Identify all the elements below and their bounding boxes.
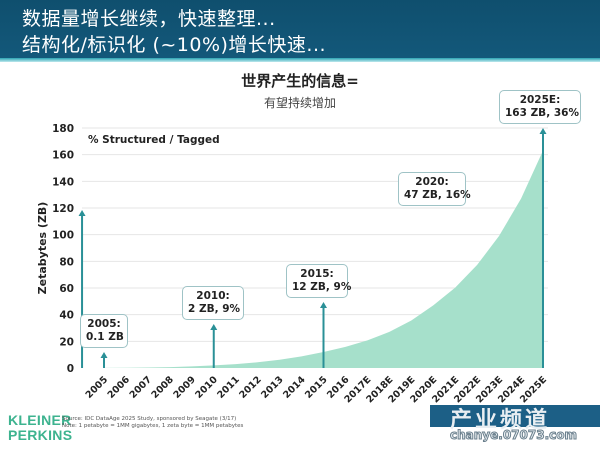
x-tick-label: 2011 <box>215 374 241 400</box>
y-tick-label: 120 <box>52 203 74 215</box>
x-tick-label: 2015 <box>303 374 329 400</box>
legend-note: % Structured / Tagged <box>88 134 220 146</box>
y-tick-label: 20 <box>59 336 74 348</box>
y-tick-label: 0 <box>67 363 74 375</box>
x-tick-label: 2012 <box>237 374 263 400</box>
kleiner-perkins-logo: KLEINER PERKINS <box>8 413 72 443</box>
source-line-2: Note: 1 petabyte = 1MM gigabytes, 1 zeta… <box>62 423 244 429</box>
x-tick-label: 2013 <box>259 374 285 400</box>
header-stripe <box>0 58 600 62</box>
chart-title: 世界产生的信息= <box>241 72 359 90</box>
chart-subtitle: 有望持续增加 <box>263 96 336 110</box>
watermark: 产业频道 chanye.07073.com <box>400 400 600 450</box>
x-tick-label: 2005 <box>84 374 110 400</box>
y-tick-label: 100 <box>52 230 74 242</box>
source-note: Source: IDC DataAge 2025 Study, sponsore… <box>62 416 243 430</box>
y-tick-label: 180 <box>52 123 74 135</box>
y-tick-label: 140 <box>52 176 74 188</box>
header-banner: 数据量增长继续，快速整理... 结构化/标识化 (~10%)增长快速... <box>0 0 600 58</box>
watermark-url: chanye.07073.com <box>450 428 578 443</box>
watermark-bar <box>430 405 600 427</box>
y-axis-ticks: 0 20 40 60 80 100 120 140 160 180 <box>52 123 74 375</box>
x-tick-label: 2009 <box>171 374 197 400</box>
watermark-text: 产业频道 <box>450 408 551 433</box>
annotation-box-2020: 2020: 47 ZB, 16% <box>398 172 471 206</box>
y-tick-label: 40 <box>59 310 74 322</box>
y-tick-label: 80 <box>59 256 74 268</box>
area-series <box>104 150 543 368</box>
annotation-box-2025e: 2025E: 163 ZB, 36% <box>499 90 581 124</box>
logo-line-2: PERKINS <box>8 427 73 443</box>
x-tick-label: 2014 <box>281 374 308 401</box>
header-line-2: 结构化/标识化 (~10%)增长快速... <box>22 34 327 56</box>
y-axis-label: Zetabytes (ZB) <box>36 202 49 295</box>
header-line-1: 数据量增长继续，快速整理... <box>22 8 276 30</box>
source-line-1: Source: IDC DataAge 2025 Study, sponsore… <box>62 416 237 422</box>
x-tick-label: 2007 <box>128 374 154 400</box>
logo-line-1: KLEINER <box>8 412 72 428</box>
x-tick-label: 2008 <box>149 374 176 401</box>
annotation-box-2005: 2005: 0.1 ZB <box>80 314 128 348</box>
x-tick-label: 2006 <box>106 374 133 401</box>
x-tick-label: 2010 <box>193 374 220 401</box>
y-tick-label: 60 <box>59 283 74 295</box>
annotation-box-2015: 2015: 12 ZB, 9% <box>286 264 351 298</box>
y-tick-label: 160 <box>52 150 74 162</box>
annotation-box-2010: 2010: 2 ZB, 9% <box>182 286 244 320</box>
